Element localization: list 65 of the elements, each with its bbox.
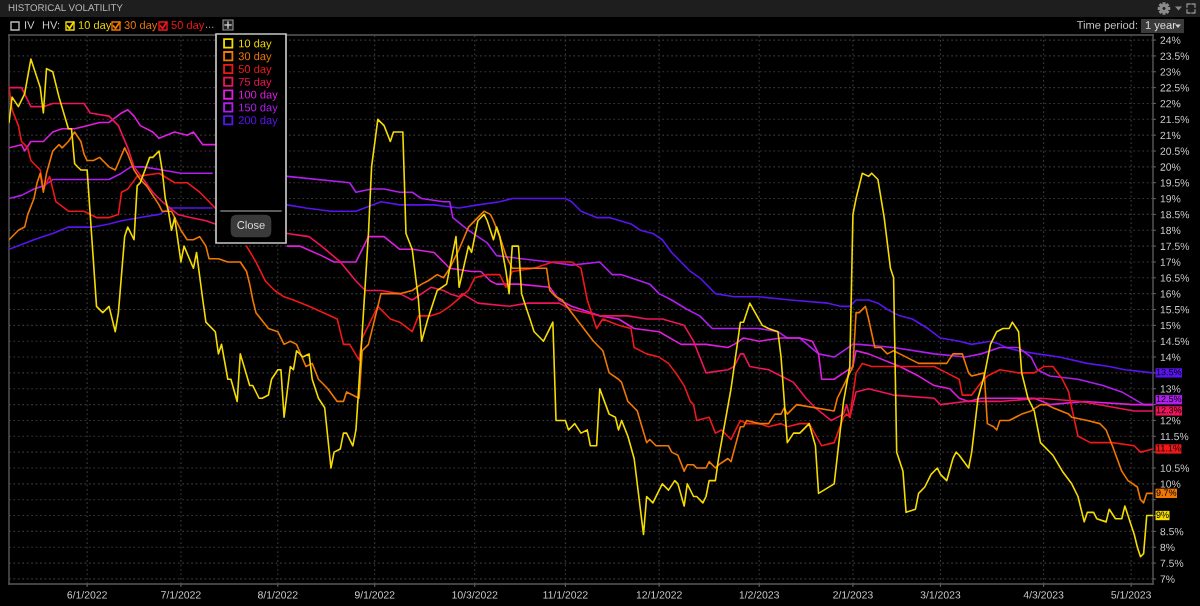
y-tick-label: 11.5% (1160, 432, 1189, 441)
y-tick-label: 12% (1160, 416, 1181, 425)
y-tick-label: 17% (1160, 258, 1181, 266)
x-tick-label: 2/1/2023 (833, 590, 873, 599)
text: ... (206, 26, 214, 28)
y-tick-label: 15.5% (1160, 306, 1190, 314)
legend-label: 200 day (238, 116, 278, 127)
annotation: Close (237, 220, 265, 229)
data-label: 12.5% (1156, 395, 1182, 403)
y-tick-label: 24% (1160, 36, 1181, 44)
y-tick-label: 23% (1160, 68, 1181, 76)
text: 10 day (78, 20, 112, 32)
y-tick-label: 7.5% (1160, 559, 1184, 567)
x-tick-label: 9/1/2022 (354, 590, 395, 599)
x-tick-label: 4/3/2023 (1023, 590, 1064, 599)
y-tick-label: 19.5% (1160, 179, 1190, 187)
text: IV (25, 21, 35, 29)
y-tick-label: 10% (1160, 480, 1181, 488)
y-tick-label: 19% (1160, 195, 1181, 203)
text: HV: (42, 21, 60, 29)
y-tick-label: 15% (1160, 321, 1181, 330)
y-tick-label: 18% (1160, 226, 1181, 235)
x-tick-label: 6/1/2022 (67, 590, 107, 599)
y-tick-label: 17.5% (1160, 242, 1190, 250)
y-tick-label: 16.5% (1160, 274, 1190, 282)
y-tick-label: 13% (1160, 385, 1181, 393)
legend-label: 100 day (239, 90, 278, 101)
text: Time period: (1076, 20, 1137, 32)
x-tick-label: 11/1/2022 (543, 590, 588, 599)
y-tick-label: 18.5% (1160, 210, 1190, 219)
x-tick-label: 12/1/2022 (636, 590, 682, 599)
x-tick-label: 5/1/2023 (1111, 590, 1151, 599)
text: 50 day (171, 20, 205, 32)
y-tick-label: 10.5% (1160, 464, 1190, 472)
text: 1 year (1145, 21, 1176, 32)
x-tick-label: 7/1/2022 (161, 590, 201, 599)
data-label: 11.1% (1156, 445, 1181, 452)
y-tick-label: 20.5% (1160, 147, 1190, 155)
legend-label: 75 day (238, 77, 272, 88)
y-tick-label: 21% (1160, 131, 1181, 139)
legend-label: 30 day (238, 52, 272, 63)
chart-title: HISTORICAL VOLATILITY (8, 4, 123, 12)
legend-label: 10 day (239, 39, 272, 50)
y-tick-label: 16% (1160, 290, 1181, 298)
y-tick-label: 22.5% (1160, 84, 1190, 92)
legend-label: 150 day (239, 103, 278, 114)
y-tick-label: 8.5% (1160, 527, 1184, 536)
data-label: 9% (1156, 511, 1169, 518)
x-tick-label: 8/1/2022 (257, 590, 298, 599)
y-tick-label: 8% (1160, 543, 1175, 552)
x-tick-label: 10/3/2022 (452, 590, 498, 599)
y-tick-label: 21.5% (1160, 115, 1190, 124)
y-tick-label: 14% (1160, 353, 1181, 361)
y-tick-label: 22% (1160, 99, 1181, 108)
data-label: 12.3% (1156, 406, 1182, 414)
legend-label: 50 day (238, 64, 272, 76)
y-tick-label: 23.5% (1160, 52, 1190, 60)
x-tick-label: 3/1/2023 (920, 590, 961, 599)
y-tick-label: 7% (1160, 575, 1175, 583)
data-label: 9.7% (1156, 489, 1177, 496)
y-tick-label: 20% (1160, 163, 1181, 171)
x-tick-label: 1/2/2023 (739, 590, 779, 599)
data-label: 13.5% (1156, 368, 1182, 376)
y-tick-label: 14.5% (1160, 337, 1190, 346)
text: 30 day (124, 20, 158, 32)
